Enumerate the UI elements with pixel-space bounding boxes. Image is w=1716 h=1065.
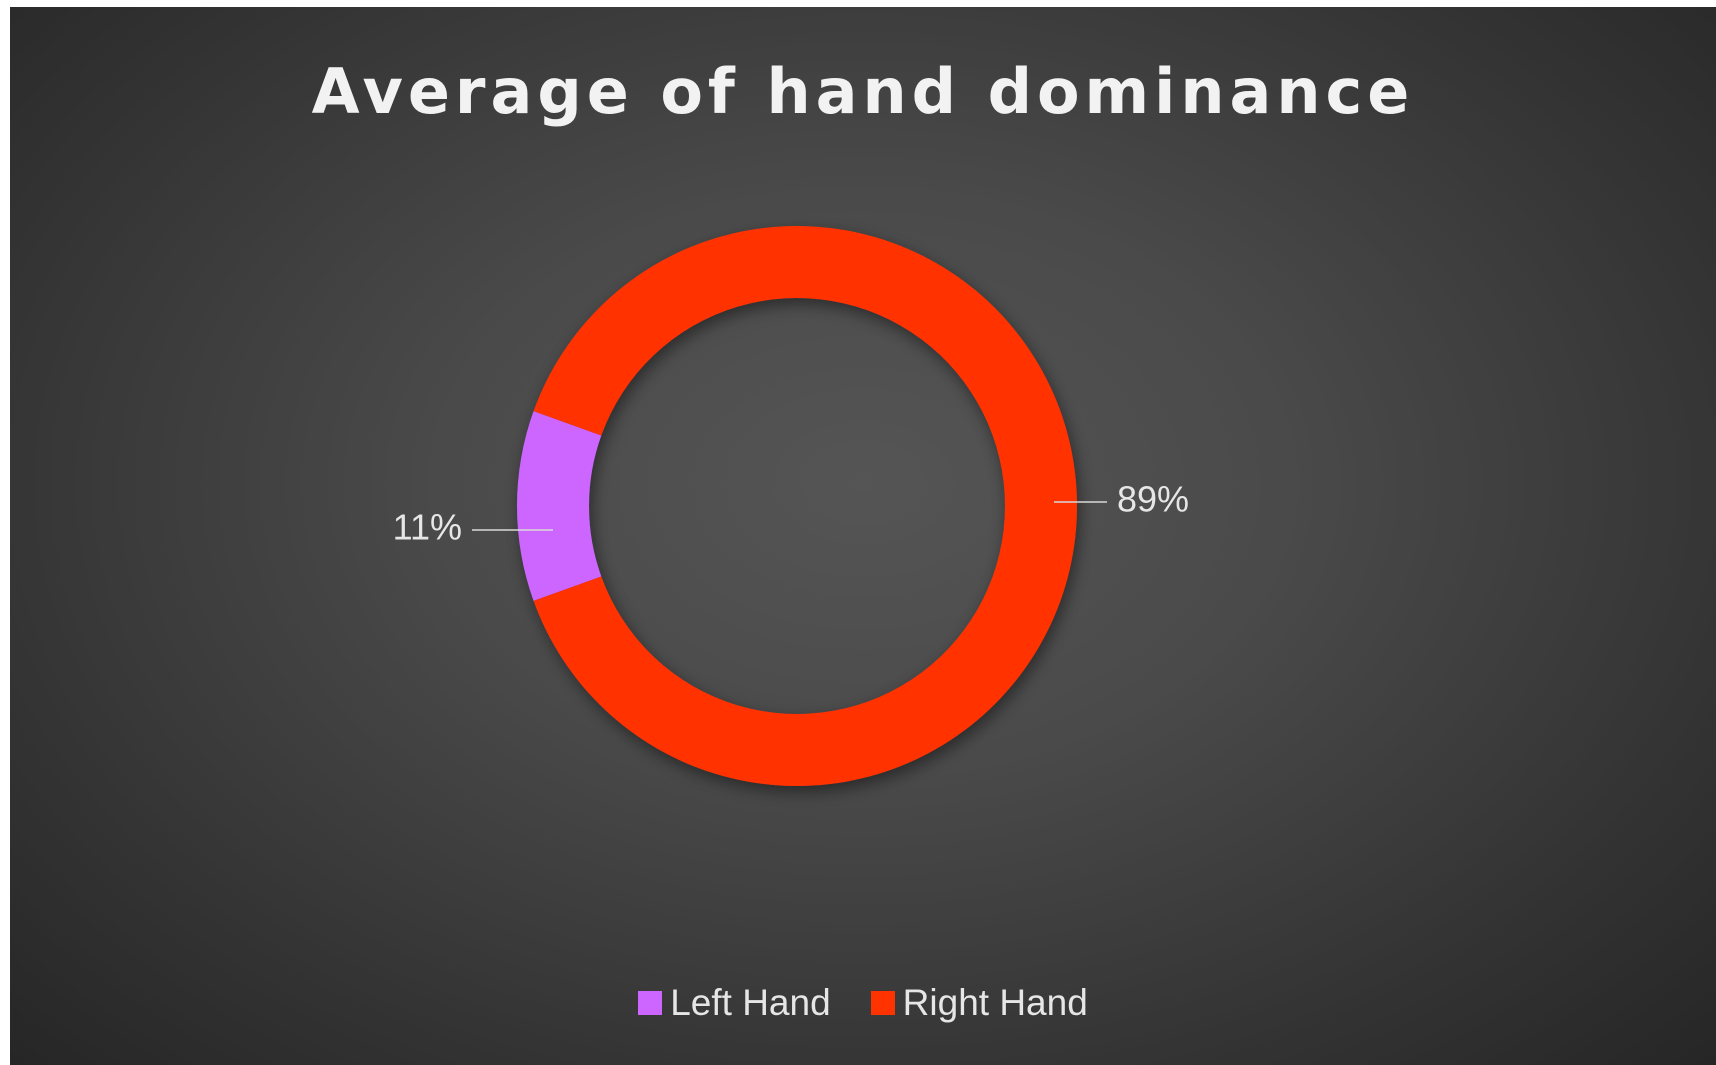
legend-item-left-hand: Left Hand [638, 982, 831, 1024]
legend-item-right-hand: Right Hand [870, 982, 1088, 1024]
data-label-right-hand: 89% [1117, 479, 1189, 520]
legend-label-left-hand: Left Hand [670, 982, 831, 1023]
slice-left-hand [517, 411, 602, 601]
chart-title: Average of hand dominance [311, 55, 1415, 128]
legend-swatch-left-hand [638, 991, 663, 1015]
legend-label-right-hand: Right Hand [902, 982, 1088, 1023]
legend-swatch-right-hand [870, 991, 895, 1015]
donut-chart: 11% 89% [393, 226, 1189, 787]
chart-area: Average of hand dominance 11% 89% Left Ha… [10, 7, 1716, 1065]
slice-right-hand [533, 226, 1077, 787]
data-label-left-hand: 11% [393, 507, 462, 548]
chart-legend: Left Hand Right Hand [10, 982, 1716, 1024]
